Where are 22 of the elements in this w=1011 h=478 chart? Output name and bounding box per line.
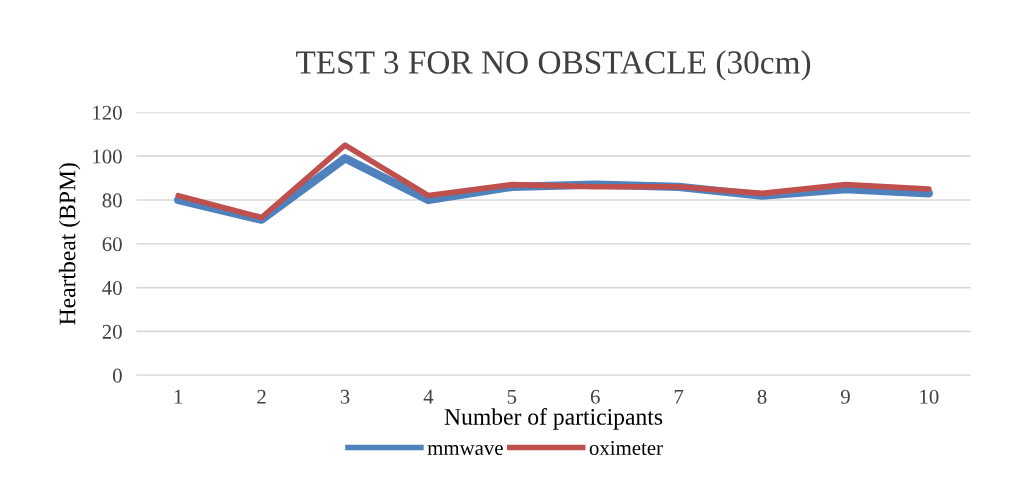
x-tick-label: 3: [340, 389, 350, 404]
x-axis-title: Number of participants: [444, 408, 663, 430]
chart-title: TEST 3 FOR NO OBSTACLE (30cm): [296, 50, 811, 81]
y-tick-label: 100: [93, 149, 122, 164]
legend-label: oximeter: [589, 441, 663, 456]
x-tick-label: 4: [423, 389, 434, 404]
y-tick-label: 60: [102, 237, 122, 252]
y-tick-label: 20: [102, 324, 122, 339]
y-tick-label: 40: [102, 280, 122, 296]
x-tick-label: 7: [674, 389, 684, 404]
x-tick-label: 1: [174, 389, 183, 404]
x-tick-label: 8: [757, 389, 767, 404]
legend-label: mmwave: [427, 445, 503, 456]
x-tick-label: 2: [257, 389, 266, 404]
y-tick-label: 80: [102, 193, 122, 208]
x-tick-label: 9: [840, 389, 850, 404]
x-tick-label: 6: [590, 389, 600, 404]
x-tick-label: 5: [507, 389, 517, 404]
y-axis-title: Heartbeat (BPM): [58, 163, 81, 325]
y-tick-label: 120: [93, 105, 122, 120]
y-tick-label: 0: [112, 368, 122, 383]
x-tick-label: 10: [920, 389, 939, 404]
